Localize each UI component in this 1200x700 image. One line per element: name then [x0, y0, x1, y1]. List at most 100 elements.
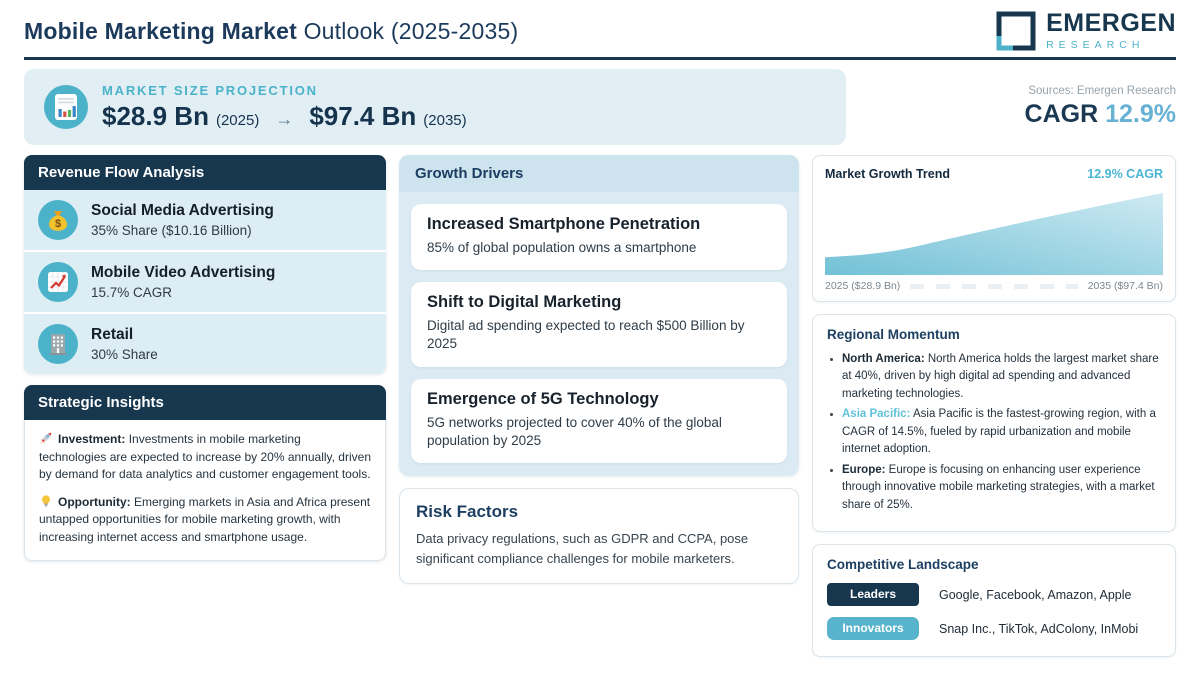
driver-detail: Digital ad spending expected to reach $5…: [427, 318, 745, 352]
risk-factors-card: Risk Factors Data privacy regulations, s…: [399, 488, 799, 585]
landscape-row: Leaders Google, Facebook, Amazon, Apple: [827, 583, 1161, 607]
landscape-row: Innovators Snap Inc., TikTok, AdColony, …: [827, 617, 1161, 641]
middle-column: Growth Drivers Increased Smartphone Pene…: [399, 155, 799, 585]
market-size-banner: MARKET SIZE PROJECTION $28.9 Bn (2025) →…: [24, 69, 846, 145]
risk-factors-title: Risk Factors: [416, 502, 519, 522]
cagr-label: CAGR: [1024, 100, 1106, 128]
revenue-flow-header: Revenue Flow Analysis: [24, 155, 386, 190]
arrow-right-icon: →: [275, 108, 294, 129]
competitive-landscape-title: Competitive Landscape: [827, 557, 979, 573]
end-year: (2035): [423, 111, 467, 129]
market-growth-trend-card: Market Growth Trend 12.9% CAGR 2025 ($28…: [812, 155, 1176, 302]
strategic-insights-panel: Strategic Insights Investment: Investmen…: [24, 385, 386, 562]
page-title-rest: Outlook (2025-2035): [297, 17, 519, 44]
page-header: Mobile Marketing Market Outlook (2025-20…: [24, 0, 1176, 52]
insight-item: Investment: Investments in mobile market…: [39, 431, 371, 484]
trend-axis-labels: 2025 ($28.9 Bn) 2035 ($97.4 Bn): [825, 280, 1163, 292]
chart-up-icon: [38, 262, 78, 302]
cagr-block: Sources: Emergen Research CAGR 12.9%: [1025, 85, 1176, 129]
trend-end-label: 2035 ($97.4 Bn): [1087, 280, 1163, 292]
revenue-item-detail: 15.7% CAGR: [91, 285, 173, 300]
bar-chart-icon: [44, 85, 88, 129]
revenue-flow-panel: Revenue Flow Analysis $ Social Media Adv…: [24, 155, 386, 374]
area-chart: [825, 192, 1163, 275]
driver-card: Increased Smartphone Penetration 85% of …: [411, 204, 787, 271]
region-label: North America:: [842, 353, 925, 365]
market-size-text: MARKET SIZE PROJECTION $28.9 Bn (2025) →…: [102, 83, 467, 132]
revenue-item-detail: 35% Share ($10.16 Billion): [91, 223, 252, 238]
list-item: Mobile Video Advertising 15.7% CAGR: [24, 252, 386, 312]
trend-header: Market Growth Trend 12.9% CAGR: [825, 167, 1163, 181]
competitive-landscape-card: Competitive Landscape Leaders Google, Fa…: [812, 544, 1176, 658]
driver-detail: 5G networks projected to cover 40% of th…: [427, 414, 722, 448]
content-grid: Revenue Flow Analysis $ Social Media Adv…: [24, 155, 1176, 658]
risk-factors-text: Data privacy regulations, such as GDPR a…: [416, 531, 749, 566]
list-item: $ Social Media Advertising 35% Share ($1…: [24, 190, 386, 250]
driver-title: Increased Smartphone Penetration: [427, 215, 701, 233]
start-value: $28.9 Bn: [102, 100, 209, 131]
trend-start-label: 2025 ($28.9 Bn): [825, 280, 901, 292]
right-column: Market Growth Trend 12.9% CAGR 2025 ($28…: [812, 155, 1176, 658]
driver-title: Emergence of 5G Technology: [427, 389, 659, 408]
revenue-item-title: Mobile Video Advertising: [91, 264, 276, 281]
page-title-strong: Mobile Marketing Market: [24, 17, 297, 44]
axis-tick-strip: [910, 283, 1078, 289]
dollar-glyph: $: [55, 218, 61, 230]
innovators-badge: Innovators: [827, 617, 919, 641]
driver-detail: 85% of global population owns a smartpho…: [427, 240, 697, 255]
strategic-insights-header: Strategic Insights: [24, 385, 386, 420]
regional-momentum-title: Regional Momentum: [827, 327, 960, 342]
revenue-item-text: Social Media Advertising 35% Share ($10.…: [91, 202, 274, 238]
leaders-companies: Google, Facebook, Amazon, Apple: [939, 587, 1132, 602]
revenue-items: $ Social Media Advertising 35% Share ($1…: [24, 190, 386, 374]
strategic-insights-body: Investment: Investments in mobile market…: [24, 420, 386, 562]
insight-label: Investment:: [58, 432, 126, 446]
money-bag-icon: $: [38, 200, 78, 240]
market-size-label: MARKET SIZE PROJECTION: [102, 82, 318, 98]
logo-word-research: RESEARCH: [1046, 39, 1145, 51]
revenue-item-text: Mobile Video Advertising 15.7% CAGR: [91, 264, 275, 300]
revenue-item-detail: 30% Share: [91, 347, 158, 362]
market-size-values: $28.9 Bn (2025) → $97.4 Bn (2035): [102, 101, 467, 132]
bulb-icon: [41, 494, 51, 507]
regional-list: North America: North America holds the l…: [827, 351, 1161, 514]
region-label: Europe:: [842, 463, 886, 476]
page-title: Mobile Marketing Market Outlook (2025-20…: [24, 18, 518, 45]
revenue-item-title: Retail: [91, 326, 134, 343]
revenue-item-title: Social Media Advertising: [91, 202, 274, 219]
building-icon: [38, 324, 78, 364]
emergen-logo-text: EMERGEN RESEARCH: [1046, 9, 1176, 52]
driver-card: Emergence of 5G Technology 5G networks p…: [411, 378, 787, 464]
insight-item: Opportunity: Emerging markets in Asia an…: [39, 494, 371, 547]
list-item: Retail 30% Share: [24, 314, 386, 374]
list-item: North America: North America holds the l…: [842, 351, 1161, 403]
cagr-value: 12.9%: [1105, 100, 1176, 128]
header-divider: [24, 57, 1176, 60]
region-text: Europe is focusing on enhancing user exp…: [842, 463, 1155, 511]
insight-text: Emerging markets in Asia and Africa pres…: [39, 494, 371, 544]
driver-title: Shift to Digital Marketing: [427, 293, 622, 312]
region-text: Asia Pacific is the fastest-growing regi…: [842, 408, 1156, 456]
list-item: Europe: Europe is focusing on enhancing …: [842, 462, 1161, 514]
logo-word-emergen: EMERGEN: [1046, 9, 1176, 37]
trend-cagr-value: 12.9% CAGR: [1087, 167, 1163, 181]
start-year: (2025): [215, 111, 260, 129]
market-size-row: MARKET SIZE PROJECTION $28.9 Bn (2025) →…: [24, 69, 1176, 145]
insight-label: Opportunity:: [58, 494, 131, 509]
insight-text: Investments in mobile marketing technolo…: [39, 432, 371, 482]
trend-title: Market Growth Trend: [825, 167, 951, 181]
left-column: Revenue Flow Analysis $ Social Media Adv…: [24, 155, 386, 562]
regional-momentum-card: Regional Momentum North America: North A…: [812, 314, 1176, 533]
growth-drivers-header: Growth Drivers: [399, 155, 799, 192]
cagr-headline: CAGR 12.9%: [1025, 100, 1176, 129]
list-item: Asia Pacific: Asia Pacific is the fastes…: [842, 406, 1161, 458]
innovators-companies: Snap Inc., TikTok, AdColony, InMobi: [939, 621, 1139, 636]
driver-card: Shift to Digital Marketing Digital ad sp…: [411, 282, 787, 367]
leaders-badge: Leaders: [827, 583, 919, 607]
revenue-item-text: Retail 30% Share: [91, 326, 158, 362]
emergen-logo: EMERGEN RESEARCH: [995, 10, 1176, 52]
rocket-icon: [40, 432, 52, 444]
region-label: Asia Pacific:: [842, 408, 911, 421]
sources-note: Sources: Emergen Research: [1028, 85, 1176, 97]
